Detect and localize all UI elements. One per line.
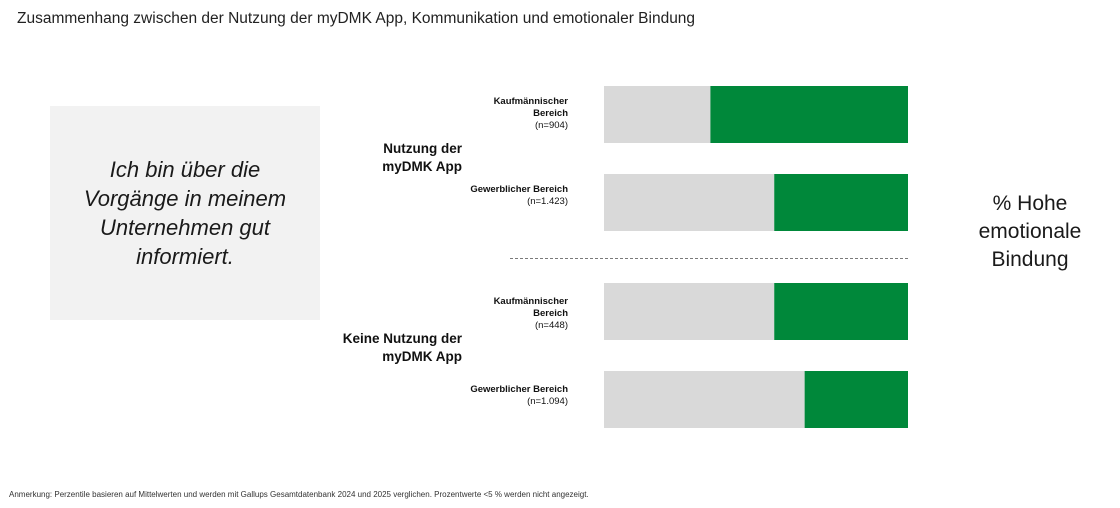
metric-label: % Hohe emotionale Bindung	[978, 192, 1082, 271]
group-divider	[510, 258, 908, 259]
bar-segment-high-bindung-row-2	[774, 174, 908, 231]
footnote: Anmerkung: Perzentile basieren auf Mitte…	[9, 490, 589, 499]
bar-segment-high-bindung-row-4	[804, 371, 908, 428]
group-label-usage: Nutzung der myDMK App	[382, 141, 462, 174]
sample-size: (n=1.423)	[527, 196, 568, 207]
category-name: Gewerblicher Bereich	[470, 384, 568, 395]
group-label-no-usage: Keine Nutzung der myDMK App	[342, 331, 462, 364]
bar-segment-other-row-3	[604, 283, 775, 340]
statement-text: Ich bin über die Vorgänge in meinem Unte…	[83, 157, 287, 269]
statement-box: Ich bin über die Vorgänge in meinem Unte…	[50, 106, 320, 320]
category-label-row-3: Kaufmännischer Bereich (n=448)	[458, 296, 568, 332]
bar-segment-other-row-4	[604, 371, 805, 428]
sample-size: (n=448)	[534, 320, 568, 331]
bar-segment-other-row-2	[604, 174, 775, 231]
category-label-row-2: Gewerblicher Bereich (n=1.423)	[458, 184, 568, 208]
bar-segment-high-bindung-row-3	[774, 283, 908, 340]
category-label-row-4: Gewerblicher Bereich (n=1.094)	[458, 384, 568, 408]
sample-size: (n=904)	[534, 120, 568, 131]
sample-size: (n=1.094)	[527, 396, 568, 407]
category-name: Gewerblicher Bereich	[470, 184, 568, 195]
category-name: Kaufmännischer Bereich	[493, 96, 568, 119]
bar-segment-high-bindung-row-1	[710, 86, 908, 143]
category-name: Kaufmännischer Bereich	[493, 296, 568, 319]
bar-segment-other-row-1	[604, 86, 711, 143]
category-label-row-1: Kaufmännischer Bereich (n=904)	[458, 96, 568, 132]
chart-title: Zusammenhang zwischen der Nutzung der my…	[17, 10, 696, 27]
